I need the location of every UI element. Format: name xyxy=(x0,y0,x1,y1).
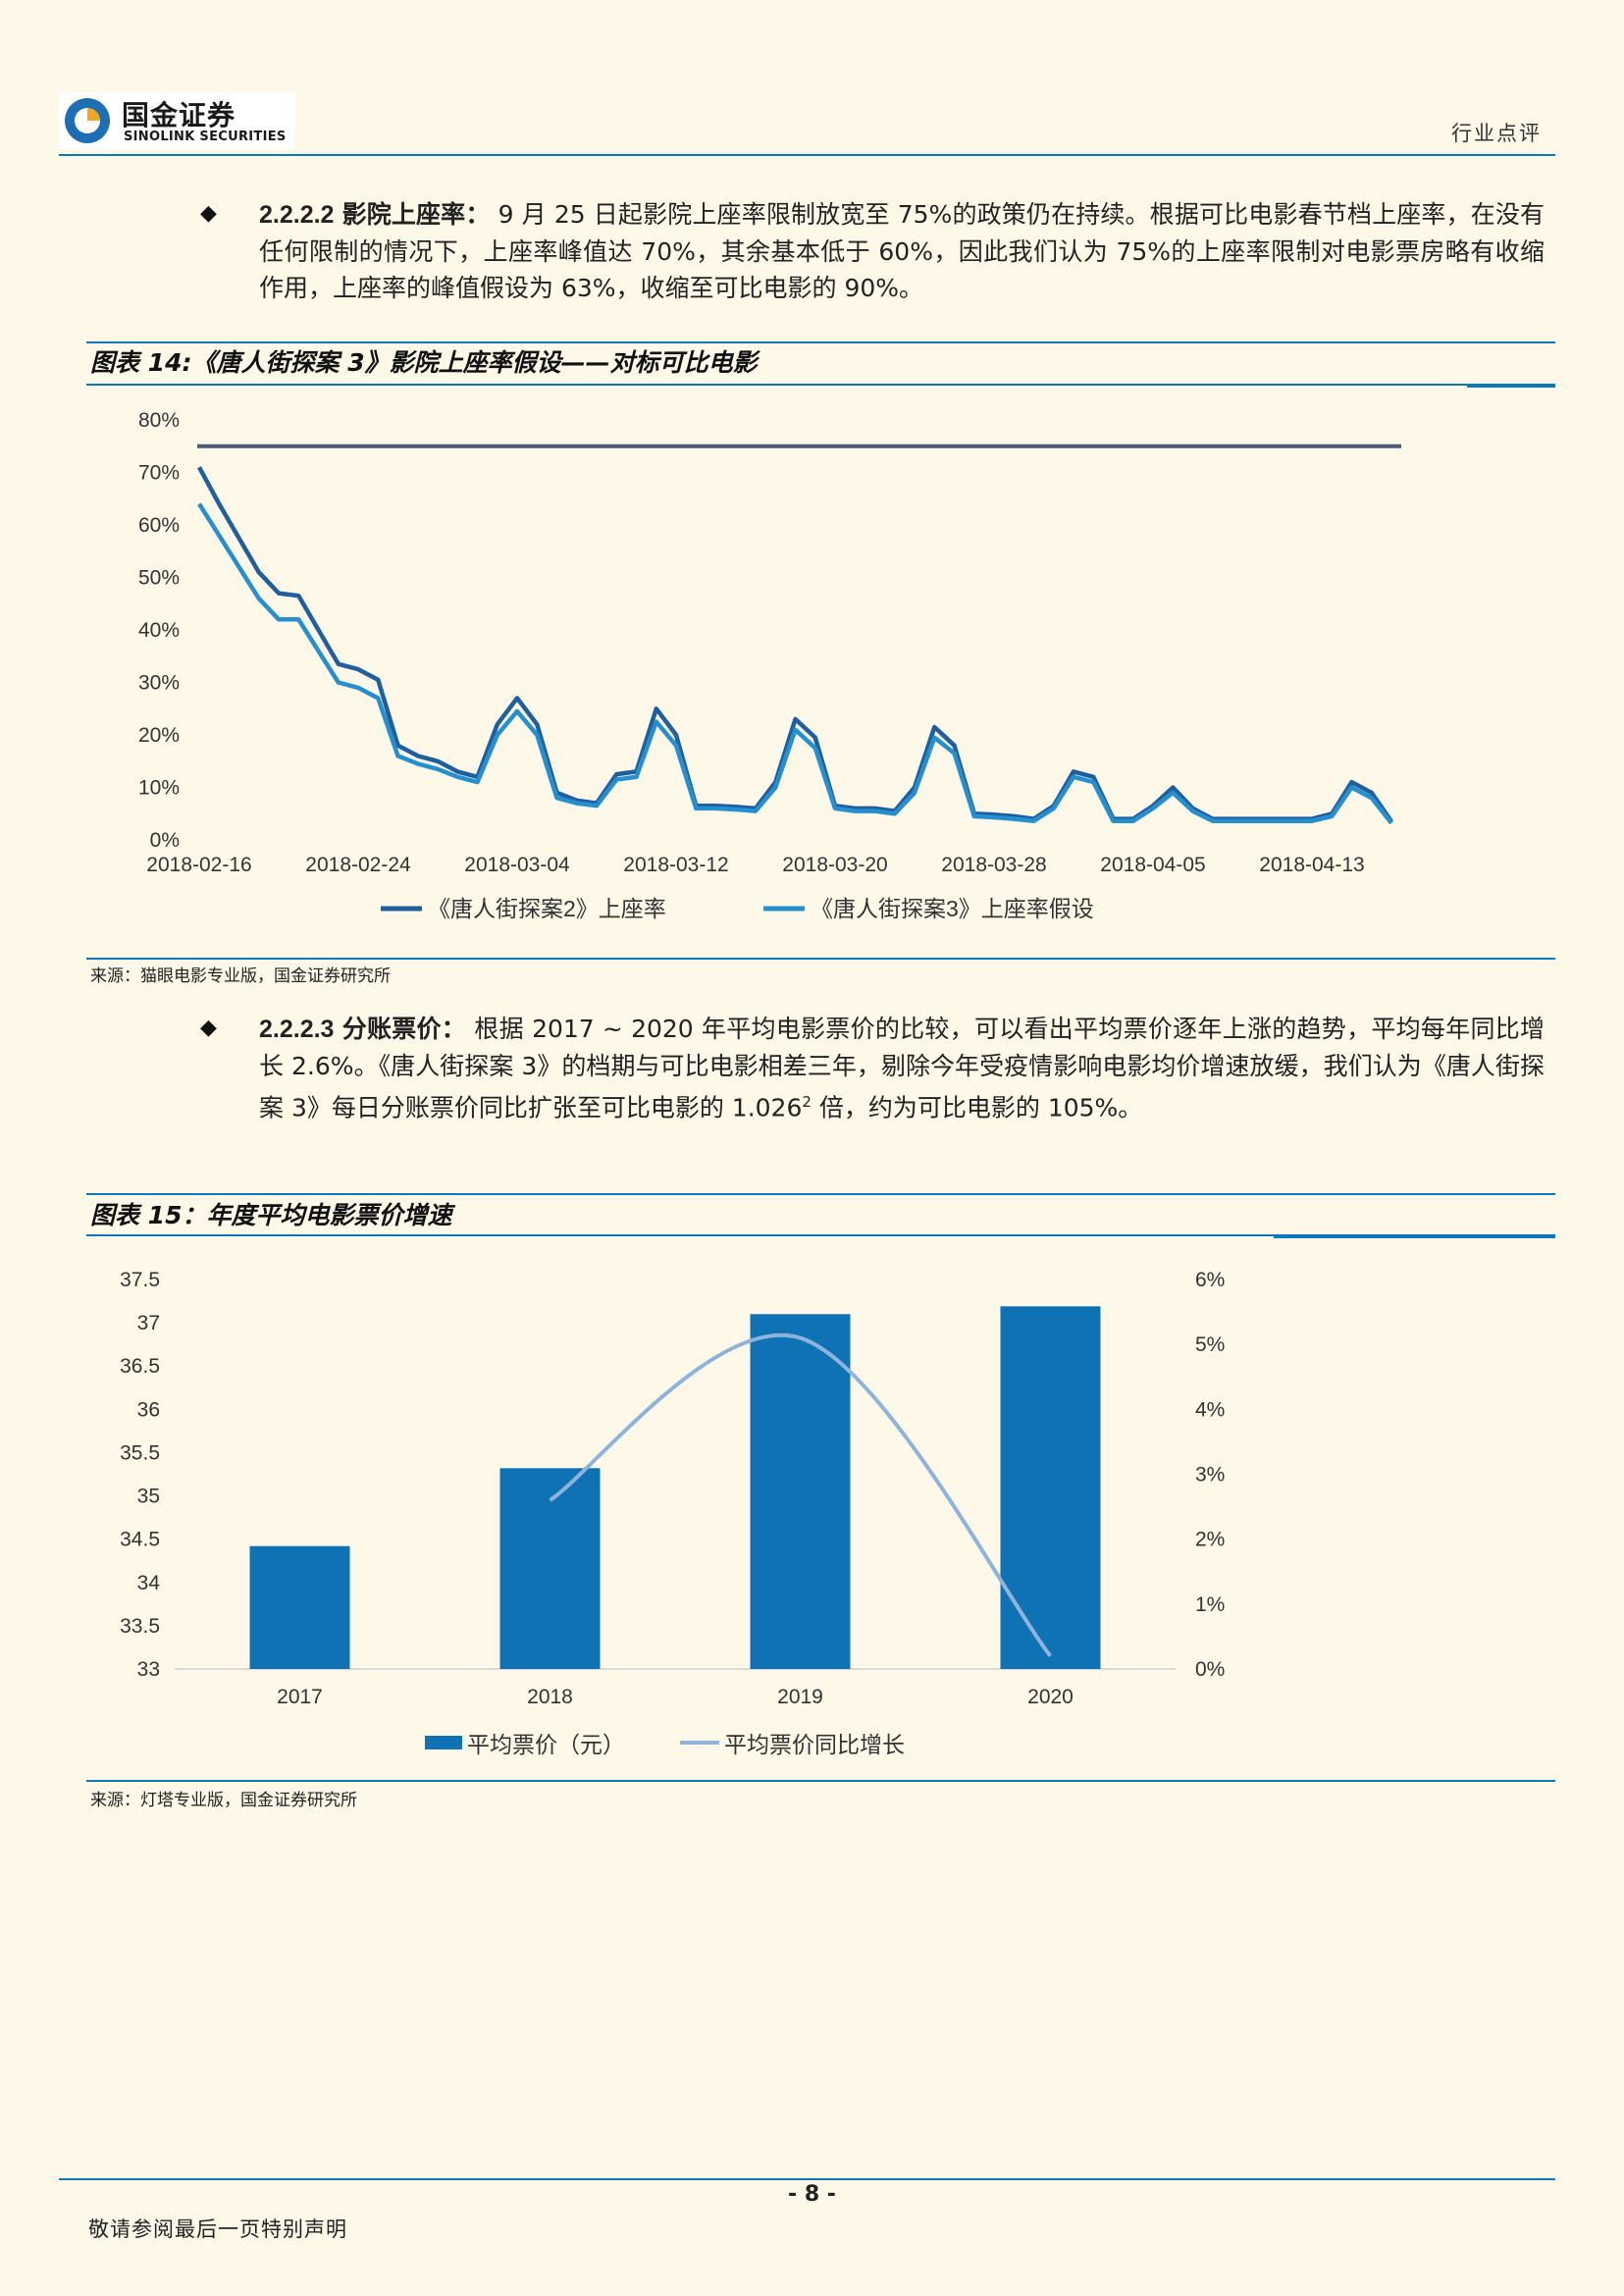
section-body: 根据 2017 ~ 2020 年平均电影票价的比较，可以看出平均票价逐年上涨的趋… xyxy=(259,1015,1545,1122)
legend-swatch xyxy=(425,1736,462,1749)
x-tick-label: 2018-02-24 xyxy=(305,854,411,876)
figure-title-accent xyxy=(1467,386,1555,388)
legend-label: 平均票价同比增长 xyxy=(724,1732,905,1757)
price-bar xyxy=(750,1314,851,1669)
series-line-2 xyxy=(197,502,1393,825)
superscript: 2 xyxy=(802,1093,812,1111)
header-divider xyxy=(59,154,1555,156)
series-line-1 xyxy=(197,466,1393,823)
y2-tick-label: 2% xyxy=(1195,1529,1225,1551)
y-tick-label: 0% xyxy=(150,829,180,852)
legend-label: 《唐人街探案2》上座率 xyxy=(428,896,666,921)
footer-divider xyxy=(59,2178,1555,2180)
y-tick-label: 37 xyxy=(137,1312,160,1334)
y-tick-label: 34 xyxy=(137,1572,161,1594)
x-tick-label: 2018-04-13 xyxy=(1259,854,1364,876)
price-bar xyxy=(1000,1306,1101,1669)
x-tick-label: 2018-03-12 xyxy=(623,854,728,876)
figure-top-rule xyxy=(86,1193,1555,1195)
section-body-end: 倍，约为可比电影的 105%。 xyxy=(811,1093,1143,1122)
occupancy-line-chart: 0% 10% 20% 30% 40% 50% 60% 70% 80% 2018-02-16 2018… xyxy=(138,409,1401,921)
y-tick-label: 34.5 xyxy=(120,1529,160,1551)
section-heading: 分账票价： xyxy=(341,1016,467,1043)
figure-title: 图表 14:《唐人街探案 3》影院上座率假设——对标可比电影 xyxy=(90,348,758,377)
section-body: 9 月 25 日起影院上座率限制放宽至 75%的政策仍在持续。根据可比电影春节档… xyxy=(259,200,1545,302)
figure-top-rule xyxy=(86,341,1555,343)
y2-tick-label: 4% xyxy=(1195,1398,1225,1421)
y-tick-label: 70% xyxy=(138,462,180,485)
price-bar xyxy=(249,1545,350,1669)
y-tick-label: 80% xyxy=(138,409,180,432)
y-tick-label: 10% xyxy=(138,777,180,800)
y-tick-label: 40% xyxy=(138,619,180,642)
x-tick-label: 2018-04-05 xyxy=(1100,854,1205,876)
x-tick-label: 2018 xyxy=(527,1686,573,1708)
logo-text-en: SINOLINK SECURITIES xyxy=(124,130,287,144)
figure-title-rule xyxy=(86,384,1555,386)
legend-label: 《唐人街探案3》上座率假设 xyxy=(811,896,1094,921)
figure-title-rule xyxy=(86,1234,1555,1236)
figure-bottom-rule xyxy=(86,958,1555,960)
y2-tick-label: 3% xyxy=(1195,1464,1225,1487)
y2-tick-label: 6% xyxy=(1195,1269,1225,1291)
y-tick-label: 35 xyxy=(137,1486,160,1508)
bullet-icon: ◆ xyxy=(200,1016,217,1040)
y-tick-label: 37.5 xyxy=(120,1269,160,1291)
section-paragraph-occupancy: 2.2.2.2 影院上座率： 9 月 25 日起影院上座率限制放宽至 75%的政… xyxy=(259,196,1545,306)
x-tick-label: 2018-02-16 xyxy=(146,854,251,876)
figure-source: 来源：灯塔专业版，国金证券研究所 xyxy=(90,1791,357,1810)
legend-label: 平均票价（元） xyxy=(467,1732,625,1757)
x-tick-label: 2018-03-28 xyxy=(941,854,1046,876)
y-tick-label: 30% xyxy=(138,672,180,695)
logo-text-cn: 国金证券 xyxy=(122,99,236,131)
ticket-price-combo-chart: 33 33.5 34 34.5 35 35.5 36 36.5 37 37.5 0% 1% 2% 3% 4%… xyxy=(120,1269,1225,1757)
y-tick-label: 50% xyxy=(138,567,180,590)
growth-line xyxy=(549,1332,1053,1658)
y-tick-label: 20% xyxy=(138,724,180,747)
figure-title: 图表 15：年度平均电影票价增速 xyxy=(90,1201,452,1229)
figure-bottom-rule xyxy=(86,1780,1555,1782)
section-heading: 影院上座率： xyxy=(341,201,491,229)
section-number: 2.2.2.2 xyxy=(259,201,335,229)
y2-tick-label: 0% xyxy=(1195,1658,1225,1681)
x-tick-label: 2020 xyxy=(1027,1686,1074,1708)
page-number: - 8 - xyxy=(788,2182,836,2207)
figure-source: 来源：猫眼电影专业版，国金证券研究所 xyxy=(90,966,391,986)
logo-icon xyxy=(65,98,110,143)
y-tick-label: 33 xyxy=(137,1658,160,1681)
report-category: 行业点评 xyxy=(1451,122,1542,145)
y-tick-label: 60% xyxy=(138,514,180,537)
x-tick-label: 2017 xyxy=(277,1686,323,1708)
section-paragraph-ticket-price: 2.2.2.3 分账票价： 根据 2017 ~ 2020 年平均电影票价的比较，… xyxy=(259,1011,1545,1125)
disclaimer-note: 敬请参阅最后一页特别声明 xyxy=(88,2218,347,2241)
y-tick-label: 33.5 xyxy=(120,1615,160,1638)
x-tick-label: 2018-03-20 xyxy=(782,854,887,876)
y-tick-label: 36 xyxy=(137,1398,160,1421)
price-bar xyxy=(499,1468,601,1669)
figure-title-accent xyxy=(1274,1236,1555,1238)
x-tick-label: 2018-03-04 xyxy=(464,854,570,876)
section-number: 2.2.2.3 xyxy=(259,1016,335,1043)
y2-tick-label: 1% xyxy=(1195,1593,1225,1616)
bullet-icon: ◆ xyxy=(200,201,217,226)
y-tick-label: 36.5 xyxy=(120,1355,160,1378)
y-tick-label: 35.5 xyxy=(120,1441,160,1464)
x-tick-label: 2019 xyxy=(777,1686,823,1708)
y2-tick-label: 5% xyxy=(1195,1333,1225,1356)
